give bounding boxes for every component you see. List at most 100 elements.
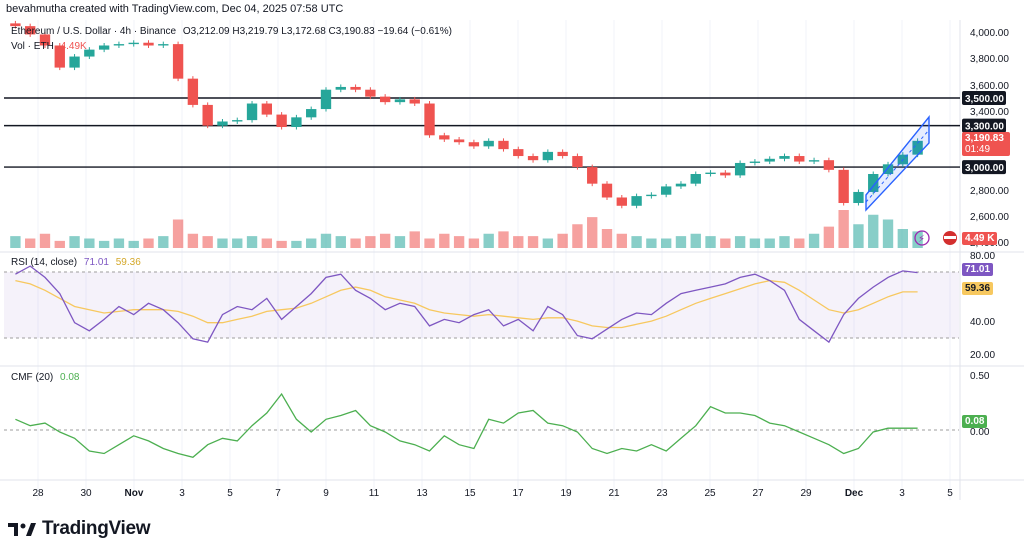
volume-bars	[10, 210, 923, 248]
volume-bar	[587, 217, 598, 248]
time-tick-label: 5	[947, 488, 953, 499]
flash-icon[interactable]	[914, 230, 930, 246]
volume-bar	[69, 236, 80, 248]
time-tick-label: 29	[800, 488, 812, 499]
chart-header: bevahmutha created with TradingView.com,…	[6, 3, 344, 15]
volume-bar	[232, 238, 243, 248]
volume-bar	[128, 240, 139, 248]
candle-body	[823, 160, 835, 170]
candle-body	[306, 109, 317, 118]
time-tick-label: 15	[464, 488, 476, 499]
candle-body	[261, 103, 273, 115]
rsi-ma-value: 59.36	[115, 257, 141, 268]
time-tick-label: Dec	[845, 488, 864, 499]
volume-bar	[542, 238, 554, 248]
volume-label: Vol · ETH	[11, 41, 54, 52]
candle-body	[187, 78, 199, 105]
volume-bar	[660, 238, 672, 248]
candle-body	[513, 149, 524, 157]
channel-midline	[865, 129, 930, 203]
time-tick-label: 17	[512, 488, 524, 499]
volume-bar	[513, 236, 524, 248]
candle-body	[113, 44, 125, 46]
cmf-legend: CMF (20) 0.08	[11, 372, 79, 383]
volume-bar	[557, 233, 568, 248]
volume-bar	[808, 233, 820, 248]
volume-bar	[98, 240, 110, 248]
candle-body	[143, 42, 154, 46]
time-tick-label: 3	[179, 488, 185, 499]
volume-bar	[143, 238, 154, 248]
candle-body	[853, 191, 864, 204]
price-tick-label: 3,400.00	[970, 107, 1009, 118]
candle-body	[25, 26, 36, 35]
volume-bar	[158, 236, 169, 248]
rsi-badge: 71.01	[962, 263, 994, 276]
volume-bar	[10, 236, 21, 248]
volume-bar	[320, 233, 332, 248]
volume-bar	[823, 226, 835, 248]
candle-body	[232, 120, 243, 122]
volume-bar	[601, 229, 613, 248]
candle-body	[394, 99, 406, 103]
candle-body	[557, 151, 568, 157]
volume-bar	[616, 233, 627, 248]
time-tick-label: 25	[704, 488, 716, 499]
price-legend: Ethereum / U.S. Dollar · 4h · Binance O3…	[11, 26, 452, 37]
level-label: 3,300.00	[965, 122, 1004, 133]
volume-bar	[379, 233, 391, 248]
candle-body	[572, 156, 583, 168]
volume-bar	[734, 236, 746, 248]
candle-body	[439, 135, 450, 140]
candle-body	[158, 44, 169, 46]
volume-bar	[246, 236, 258, 248]
candle-body	[54, 45, 65, 68]
last-price-badge: 3,190.83 01:49	[962, 132, 1010, 156]
cmf-tick-label: 0.50	[970, 371, 990, 382]
volume-bar	[912, 231, 923, 248]
rsi-line	[15, 265, 918, 344]
volume-bar	[217, 238, 228, 248]
rsi-label: RSI (14, close)	[11, 257, 78, 268]
last-price: 3,190.83	[965, 133, 1004, 144]
candle-body	[69, 56, 80, 68]
volume-bar	[868, 214, 879, 248]
candle-body	[483, 140, 494, 147]
candles	[10, 20, 923, 209]
candle-body	[350, 86, 361, 90]
time-tick-label: 7	[275, 488, 281, 499]
volume-bar	[261, 238, 273, 248]
volume-bar	[291, 240, 302, 248]
candle-body	[291, 117, 302, 128]
volume-bar	[527, 236, 539, 248]
rsi-legend: RSI (14, close) 71.01 59.36	[11, 257, 141, 268]
volume-bar	[468, 238, 480, 248]
volume-bar	[631, 236, 642, 248]
volume-bar	[394, 236, 406, 248]
candle-body	[720, 172, 731, 176]
candle-body	[675, 183, 687, 187]
symbol-label[interactable]: Ethereum / U.S. Dollar · 4h · Binance	[11, 26, 177, 37]
volume-bar	[720, 238, 731, 248]
candle-body	[320, 89, 332, 110]
candle-body	[98, 45, 110, 50]
candle-body	[39, 34, 51, 46]
level-label: 3,000.00	[965, 163, 1004, 174]
flash-icon-glyph: ⚡	[918, 234, 925, 245]
price-tick-label: 3,800.00	[970, 54, 1009, 65]
volume-bar	[675, 236, 687, 248]
time-tick-label: 11	[369, 488, 380, 499]
bar-countdown: 01:49	[965, 144, 991, 155]
flag-icon-stripe	[944, 236, 956, 239]
rsi-value: 71.01	[83, 257, 109, 268]
volume-bar	[794, 238, 805, 248]
cmf-line	[15, 392, 918, 459]
ascending-channel	[865, 115, 930, 212]
candle-body	[764, 158, 775, 162]
candle-body	[217, 121, 228, 126]
volume-bar	[187, 233, 199, 248]
volume-badge: 4.49 K	[962, 232, 998, 245]
time-axis: 28 30 Nov 3 5 7 9 11 13 15 17 19 21 23 25 27 29 Dec 3 5	[32, 488, 953, 499]
volume-bar	[54, 240, 65, 248]
